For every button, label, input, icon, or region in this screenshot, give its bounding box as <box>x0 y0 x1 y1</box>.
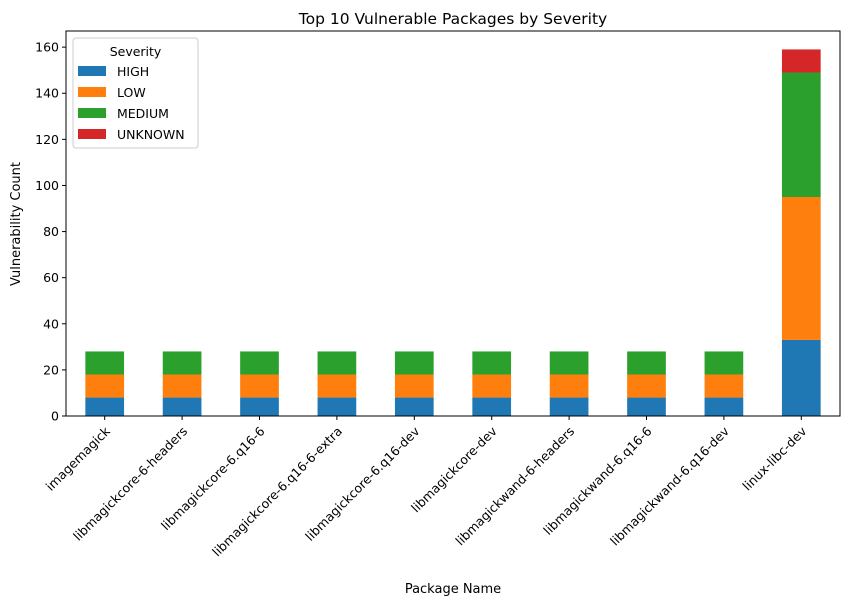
bar-low-5 <box>472 374 512 398</box>
y-axis-title: Vulnerability Count <box>9 162 24 286</box>
y-tick-label: 160 <box>35 40 59 55</box>
y-tick-label: 100 <box>35 178 59 193</box>
bar-high-0 <box>85 397 125 416</box>
bar-low-0 <box>85 374 125 398</box>
bars-layer <box>85 49 821 416</box>
legend-label-unknown: UNKNOWN <box>117 127 185 142</box>
legend: Severity HIGH LOW MEDIUM UNKNOWN <box>72 37 199 149</box>
bar-high-3 <box>317 397 357 416</box>
bar-medium-0 <box>85 351 125 375</box>
y-tick-label: 40 <box>43 316 59 331</box>
x-axis-title: Package Name <box>405 582 501 597</box>
x-tick-label: imagemagick <box>43 423 114 494</box>
bar-low-2 <box>240 374 279 398</box>
bar-medium-1 <box>162 351 202 375</box>
legend-label-medium: MEDIUM <box>117 106 169 121</box>
legend-label-low: LOW <box>117 85 146 100</box>
legend-swatch-high <box>78 66 106 76</box>
legend-frame <box>72 37 199 149</box>
bar-medium-9 <box>781 72 821 197</box>
x-axis: imagemagicklibmagickcore-6-headerslibmag… <box>43 416 810 559</box>
legend-swatch-low <box>78 87 106 97</box>
x-tick-label: linux-libc-dev <box>739 423 809 493</box>
chart-title: Top 10 Vulnerable Packages by Severity <box>298 10 607 28</box>
bar-high-7 <box>627 397 666 416</box>
bar-low-3 <box>317 374 357 398</box>
plot-frame <box>65 30 841 417</box>
x-tick-label: libmagickcore-dev <box>408 423 500 515</box>
bar-high-8 <box>704 397 744 416</box>
y-tick-label: 0 <box>51 409 59 424</box>
bar-medium-3 <box>317 351 357 375</box>
bar-low-1 <box>162 374 202 398</box>
x-tick-label: libmagickcore-6.q16-6-extra <box>209 424 345 560</box>
bar-medium-7 <box>627 351 666 375</box>
bar-high-2 <box>240 397 279 416</box>
bar-low-6 <box>549 374 589 398</box>
y-tick-label: 60 <box>43 270 59 285</box>
bar-low-7 <box>627 374 666 398</box>
bar-high-4 <box>394 397 434 416</box>
bar-unknown-9 <box>781 49 821 73</box>
legend-title: Severity <box>110 44 162 59</box>
bar-medium-4 <box>394 351 434 375</box>
legend-swatch-medium <box>78 108 106 118</box>
legend-swatch-unknown <box>78 129 106 139</box>
bar-medium-2 <box>240 351 279 375</box>
bar-medium-8 <box>704 351 744 375</box>
bar-high-6 <box>549 397 589 416</box>
y-tick-label: 120 <box>35 132 59 147</box>
bar-high-5 <box>472 397 512 416</box>
bar-high-9 <box>781 339 821 416</box>
bar-low-9 <box>781 196 821 340</box>
bar-medium-5 <box>472 351 512 375</box>
y-tick-label: 80 <box>43 224 59 239</box>
bar-low-4 <box>394 374 434 398</box>
y-tick-label: 20 <box>43 362 59 377</box>
legend-label-high: HIGH <box>117 64 149 79</box>
bar-high-1 <box>162 397 202 416</box>
y-tick-label: 140 <box>35 86 59 101</box>
bar-medium-6 <box>549 351 589 375</box>
bar-low-8 <box>704 374 744 398</box>
y-axis: 0 20 40 60 80 100 120 140 160 <box>35 40 66 424</box>
